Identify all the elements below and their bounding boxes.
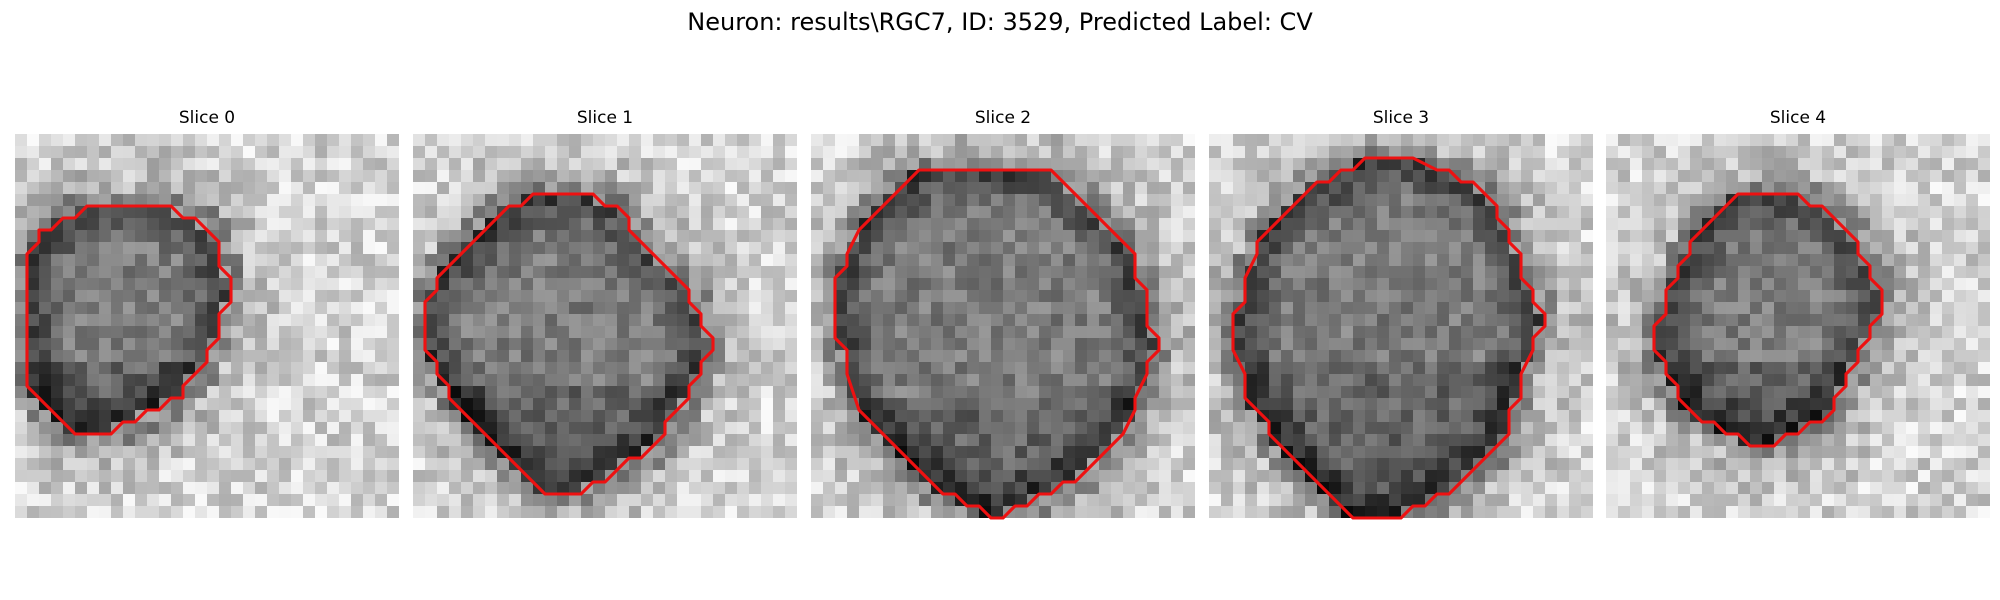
cell-contour <box>833 168 1161 520</box>
slice-image-4 <box>1606 134 1990 518</box>
cell-contour <box>25 204 233 436</box>
contour-overlay-4 <box>1652 192 1884 448</box>
slice-title-0: Slice 0 <box>178 108 236 128</box>
contour-overlay-2 <box>833 168 1161 520</box>
cell-contour <box>423 192 715 496</box>
contour-overlay-1 <box>423 192 715 496</box>
slice-title-3: Slice 3 <box>1372 108 1430 128</box>
figure-title: Neuron: results\RGC7, ID: 3529, Predicte… <box>687 8 1313 36</box>
slice-image-2 <box>811 134 1195 518</box>
slice-title-4: Slice 4 <box>1769 108 1827 128</box>
cell-contour <box>1231 156 1547 520</box>
cell-contour <box>1652 192 1884 448</box>
slice-image-3 <box>1209 134 1593 518</box>
slice-title-2: Slice 2 <box>974 108 1032 128</box>
slice-image-0 <box>15 134 399 518</box>
contour-overlay-0 <box>25 204 233 436</box>
slice-image-1 <box>413 134 797 518</box>
contour-overlay-3 <box>1231 156 1547 520</box>
slice-title-1: Slice 1 <box>576 108 634 128</box>
